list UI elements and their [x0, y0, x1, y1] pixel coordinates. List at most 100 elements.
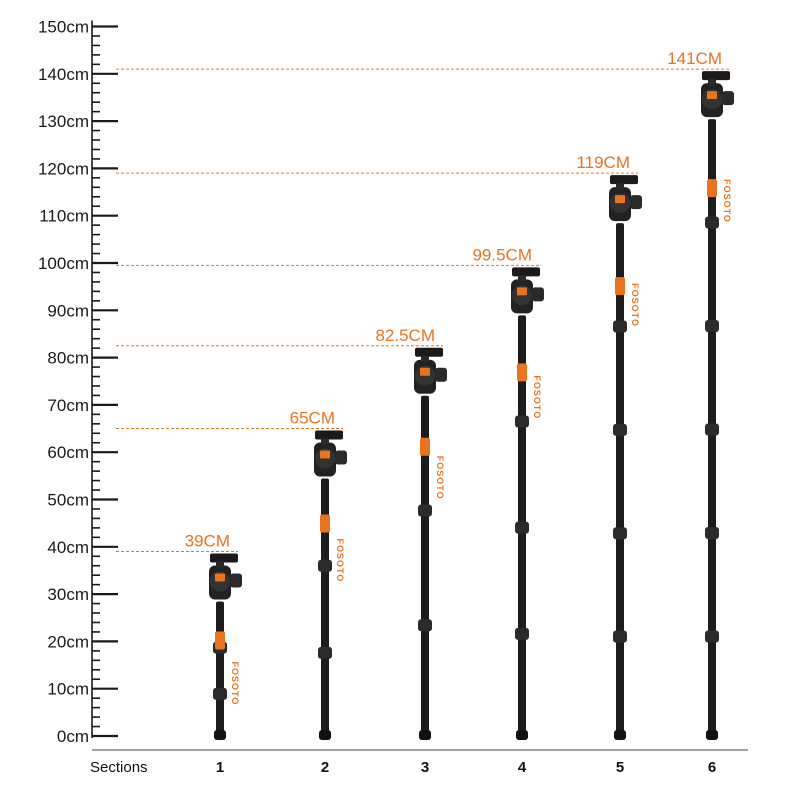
y-tick-label: 150cm — [38, 18, 89, 37]
pole-collar — [215, 631, 225, 650]
pole-joint — [213, 687, 227, 700]
y-tick-label: 140cm — [38, 65, 89, 84]
pole-joint — [418, 619, 432, 632]
y-tick-label: 90cm — [47, 301, 89, 320]
pole-joint — [318, 559, 332, 572]
ball-head-knob — [435, 367, 447, 382]
data-labels: 39CM 65CM 82.5CM 99.5CM 119CM 141CM — [185, 49, 722, 550]
pole-joint — [515, 627, 529, 640]
pole-joint — [515, 415, 529, 428]
mount-stem — [321, 438, 329, 445]
mount-plate — [702, 71, 730, 81]
y-tick-label: 0cm — [57, 727, 89, 746]
ball-head-badge — [420, 367, 430, 376]
mount-stem — [421, 355, 429, 362]
data-label: 65CM — [290, 409, 335, 428]
y-tick-label: 10cm — [47, 680, 89, 699]
y-tick-label: 40cm — [47, 538, 89, 557]
ball-head-badge — [707, 91, 717, 100]
ball-head-badge — [215, 573, 225, 582]
data-label: 99.5CM — [472, 245, 532, 264]
ball-head-badge — [320, 450, 330, 459]
ball-head-knob — [335, 450, 347, 465]
pole-foot — [706, 730, 718, 740]
y-tick-label: 20cm — [47, 632, 89, 651]
x-axis: Sections 1 2 3 4 5 6 — [90, 749, 748, 776]
x-tick-label: 3 — [421, 759, 429, 776]
y-tick-label: 100cm — [38, 254, 89, 273]
brand-label: FOSOTO — [630, 283, 640, 327]
x-tick-label: 5 — [616, 759, 624, 776]
y-tick-label: 70cm — [47, 396, 89, 415]
brand-label: FOSOTO — [435, 456, 445, 500]
brand-label: FOSOTO — [230, 662, 240, 706]
pole-foot — [614, 730, 626, 740]
data-label: 82.5CM — [375, 326, 435, 345]
mount-stem — [518, 275, 526, 282]
x-tick-label: 1 — [216, 759, 224, 776]
pole-foot — [419, 730, 431, 740]
mount-plate — [210, 553, 238, 563]
mount-stem — [616, 183, 624, 190]
ball-head-knob — [532, 287, 544, 302]
y-tick-label: 60cm — [47, 443, 89, 462]
height-ruler: 0cm 10cm 20cm 30cm 40cm 50cm 60cm 70cm 80cm 90cm 1… — [38, 18, 118, 746]
pole-joint — [705, 216, 719, 229]
mount-stem — [216, 561, 224, 568]
mount-plate — [512, 267, 540, 277]
brand-label: FOSOTO — [722, 179, 732, 223]
tripod-bar: FOSOTO — [314, 430, 347, 740]
x-tick-label: 6 — [708, 759, 716, 776]
tripod-bar: FOSOTO — [414, 347, 447, 740]
pole-tube — [321, 478, 329, 734]
tripod-bar: FOSOTO — [701, 71, 734, 740]
pole-joint — [613, 423, 627, 436]
pole-collar — [420, 437, 430, 456]
pole-collar — [707, 179, 717, 198]
pole-tube — [616, 223, 624, 734]
x-tick-label: 4 — [518, 759, 527, 776]
mount-plate — [315, 430, 343, 440]
pole-tube — [216, 601, 224, 734]
ball-head-knob — [630, 195, 642, 210]
pole-foot — [214, 730, 226, 740]
y-tick-label: 130cm — [38, 112, 89, 131]
mount-plate — [415, 347, 443, 357]
y-tick-label: 30cm — [47, 585, 89, 604]
pole-joint — [613, 320, 627, 333]
pole-joint — [613, 527, 627, 540]
pole-joint — [418, 504, 432, 517]
data-label: 141CM — [667, 49, 722, 68]
pole-joint — [705, 630, 719, 643]
brand-label: FOSOTO — [532, 375, 542, 419]
data-label: 119CM — [576, 153, 630, 172]
pole-foot — [516, 730, 528, 740]
y-tick-label: 80cm — [47, 349, 89, 368]
y-tick-label: 120cm — [38, 159, 89, 178]
pole-collar — [320, 514, 330, 533]
reference-lines — [116, 68, 730, 553]
pole-foot — [319, 730, 331, 740]
tripod-bar: FOSOTO — [209, 553, 242, 740]
mount-plate — [610, 175, 638, 185]
ball-head-knob — [722, 91, 734, 106]
pole-joint — [705, 320, 719, 333]
pole-collar — [517, 363, 527, 382]
pole-collar — [615, 277, 625, 296]
pole-joint — [705, 423, 719, 436]
pole-joint — [613, 630, 627, 643]
mount-stem — [708, 79, 716, 86]
brand-label: FOSOTO — [335, 539, 345, 583]
pole-joint — [318, 646, 332, 659]
y-tick-label: 50cm — [47, 491, 89, 510]
x-axis-title: Sections — [90, 759, 148, 776]
pole-joint — [705, 527, 719, 540]
ball-head-knob — [230, 573, 242, 588]
pole-joint — [515, 521, 529, 534]
data-label: 39CM — [185, 532, 230, 551]
tripod-bar: FOSOTO — [609, 175, 642, 740]
pole-tube — [421, 395, 429, 734]
ball-head-badge — [517, 287, 527, 296]
ball-head-badge — [615, 195, 625, 204]
